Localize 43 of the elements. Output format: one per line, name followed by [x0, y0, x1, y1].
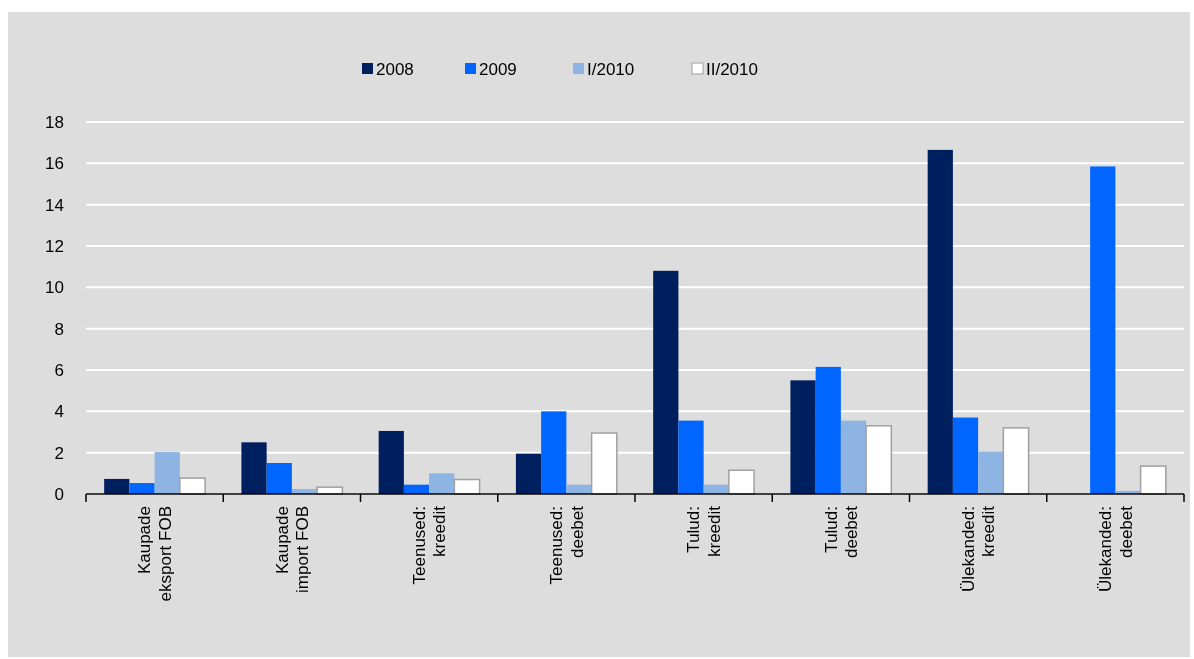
bar	[429, 473, 455, 494]
y-tick-label: 10	[45, 278, 64, 298]
y-tick-label: 0	[54, 484, 64, 504]
bar	[840, 420, 867, 494]
legend-label: 2009	[479, 59, 517, 79]
y-tick-label: 8	[54, 319, 64, 339]
x-tick-label: Teenused: deebet	[547, 505, 587, 585]
bar	[515, 453, 542, 494]
bar	[378, 430, 404, 494]
bar	[266, 463, 292, 494]
bar	[790, 380, 816, 494]
legend-label: II/2010	[706, 59, 758, 79]
bar	[815, 366, 841, 494]
x-tick-label: Ülekanded: kreedit	[958, 505, 999, 593]
x-tick-label: Tulud: kreedit	[684, 505, 724, 558]
bar	[728, 469, 755, 495]
bar	[653, 270, 679, 494]
bar	[179, 477, 206, 495]
bar	[129, 483, 155, 494]
y-tick-label: 14	[45, 195, 64, 215]
legend-label: I/2010	[587, 59, 635, 79]
x-tick-label: Ülekanded: deebet	[1096, 505, 1136, 593]
bar	[541, 411, 567, 494]
bar	[104, 478, 130, 494]
legend-label: 2008	[376, 59, 414, 79]
bar	[241, 442, 267, 494]
y-tick-label: 16	[45, 154, 64, 174]
x-tick-label: Tulud: deebet	[821, 505, 862, 558]
x-tick-label: Kaupade eksport FOB	[135, 506, 175, 602]
y-tick-label: 4	[54, 402, 64, 422]
y-tick-label: 6	[54, 360, 64, 380]
bar	[927, 149, 953, 494]
bar	[154, 452, 180, 494]
bar	[952, 417, 979, 494]
bar	[978, 451, 1004, 494]
y-tick-label: 2	[54, 443, 64, 463]
x-tick-label: Teenused: kreedit	[409, 505, 450, 585]
bar	[678, 420, 704, 494]
y-tick-label: 18	[45, 112, 64, 132]
y-tick-label: 12	[45, 236, 64, 256]
bar	[1090, 166, 1116, 494]
bar	[1139, 465, 1167, 495]
x-tick-label: Kaupade import FOB	[272, 506, 313, 593]
